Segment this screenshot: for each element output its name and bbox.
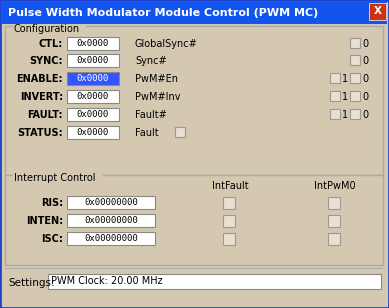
Bar	[330, 73, 340, 83]
Text: Fault#: Fault#	[135, 110, 167, 120]
Text: Sync#: Sync#	[135, 56, 166, 66]
Bar	[350, 55, 360, 65]
Text: 0x0000: 0x0000	[77, 74, 109, 83]
Text: Fault: Fault	[135, 128, 159, 138]
Bar	[67, 72, 119, 85]
Bar	[369, 3, 386, 20]
Bar	[5, 268, 383, 269]
Bar	[223, 197, 235, 209]
Text: IntPwM0: IntPwM0	[314, 181, 356, 191]
Text: CTL:: CTL:	[39, 39, 63, 49]
Bar	[67, 37, 119, 50]
Text: Interrupt Control: Interrupt Control	[14, 173, 96, 183]
Text: STATUS:: STATUS:	[18, 128, 63, 138]
Text: 0x0000: 0x0000	[77, 39, 109, 48]
Text: 0: 0	[362, 56, 368, 66]
Bar	[328, 233, 340, 245]
Bar	[48, 274, 381, 289]
Bar	[350, 109, 360, 119]
Text: Configuration: Configuration	[14, 24, 80, 34]
Bar	[67, 90, 119, 103]
Text: 1: 1	[342, 74, 348, 84]
Text: ENABLE:: ENABLE:	[16, 74, 63, 84]
Bar	[223, 233, 235, 245]
Text: X: X	[373, 6, 382, 17]
Bar	[13, 25, 86, 33]
Text: 0x0000: 0x0000	[77, 92, 109, 101]
Bar	[350, 73, 360, 83]
Bar	[328, 197, 340, 209]
Text: PwM#En: PwM#En	[135, 74, 178, 84]
Bar	[330, 91, 340, 101]
Bar	[67, 108, 119, 121]
Text: 0: 0	[362, 92, 368, 102]
Text: 0: 0	[362, 110, 368, 120]
Text: INTEN:: INTEN:	[26, 216, 63, 226]
Bar	[328, 215, 340, 227]
Text: 0x0000: 0x0000	[77, 56, 109, 65]
Text: Pulse Width Modulator Module Control (PWM MC): Pulse Width Modulator Module Control (PW…	[8, 8, 318, 18]
Text: IntFault: IntFault	[212, 181, 248, 191]
Bar	[2, 2, 387, 24]
Bar	[223, 215, 235, 227]
Bar	[67, 126, 119, 139]
Text: 1: 1	[342, 110, 348, 120]
Text: PwM#Inv: PwM#Inv	[135, 92, 180, 102]
Bar	[175, 127, 185, 137]
Text: 0x00000000: 0x00000000	[84, 198, 138, 207]
Bar	[67, 196, 155, 209]
Text: FAULT:: FAULT:	[28, 110, 63, 120]
Bar	[350, 38, 360, 48]
Text: 0: 0	[362, 39, 368, 49]
Text: ISC:: ISC:	[41, 234, 63, 244]
Text: SYNC:: SYNC:	[30, 56, 63, 66]
Text: GlobalSync#: GlobalSync#	[135, 39, 198, 49]
Text: 0x00000000: 0x00000000	[84, 216, 138, 225]
Text: Settings:: Settings:	[8, 278, 54, 288]
Bar	[67, 232, 155, 245]
Text: 1: 1	[342, 92, 348, 102]
Bar	[67, 54, 119, 67]
Bar	[350, 91, 360, 101]
Bar	[5, 26, 383, 175]
Bar	[67, 214, 155, 227]
Text: 0: 0	[362, 74, 368, 84]
Text: 0x0000: 0x0000	[77, 110, 109, 119]
Text: INVERT:: INVERT:	[20, 92, 63, 102]
Text: RIS:: RIS:	[41, 198, 63, 208]
Text: 0x0000: 0x0000	[77, 128, 109, 137]
Text: PWM Clock: 20.00 MHz: PWM Clock: 20.00 MHz	[51, 277, 163, 286]
Bar	[5, 175, 383, 265]
Text: 0x00000000: 0x00000000	[84, 234, 138, 243]
Bar	[13, 174, 103, 182]
Bar	[330, 109, 340, 119]
